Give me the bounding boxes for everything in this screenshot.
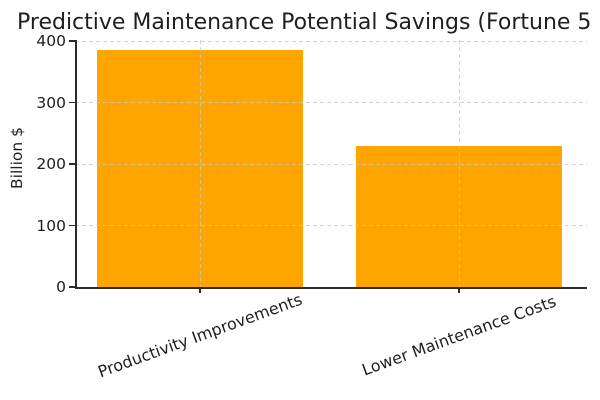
y-tick-mark [69,163,75,165]
y-gridline [75,40,587,42]
y-gridline [75,163,587,165]
y-tick-label: 200 [36,155,66,174]
y-tick-mark [69,101,75,104]
x-tick-label: Productivity Improvements [95,289,305,382]
x-tick-mark [199,289,201,293]
y-tick-label: 300 [36,93,66,112]
x-gridline [199,40,201,287]
y-tick-mark [69,40,75,42]
x-axis-spine [75,287,587,289]
y-tick-mark [69,224,75,227]
x-gridline [458,40,460,287]
x-tick-label: Lower Maintenance Costs [359,291,559,380]
y-tick-label: 400 [36,32,66,51]
chart-title: Predictive Maintenance Potential Savings… [17,10,592,35]
y-tick-mark [69,286,75,288]
y-axis-spine [75,40,77,289]
x-tick-mark [458,289,460,293]
y-gridline [75,102,587,104]
y-tick-label: 100 [36,216,66,235]
y-gridline [75,225,587,227]
y-tick-label: 0 [56,278,66,296]
